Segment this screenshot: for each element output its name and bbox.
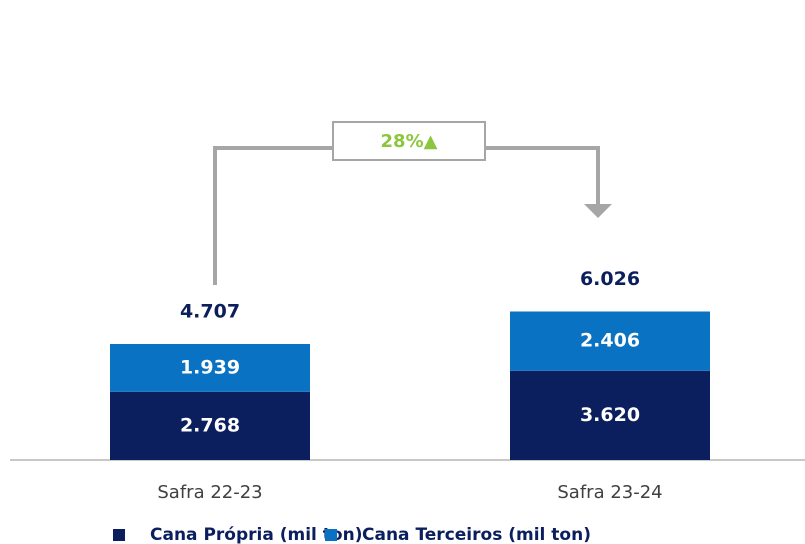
value-label: 2.406: [580, 330, 640, 352]
bar-segment: [110, 391, 310, 460]
legend-label: Cana Terceiros (mil ton): [362, 525, 591, 544]
value-label: 3.620: [580, 404, 640, 426]
connector: [485, 146, 600, 205]
x-tick-label: Safra 22-23: [157, 482, 262, 503]
arrow-head: [584, 204, 612, 218]
legend-label: Cana Própria (mil ton): [150, 525, 362, 544]
bar-segment: [110, 344, 310, 392]
total-label: 6.026: [580, 268, 640, 290]
legend-swatch: [325, 529, 337, 541]
annotation: 28%▲: [381, 131, 438, 152]
bar-segment: [510, 370, 710, 460]
legend-swatch: [113, 529, 125, 541]
annotation-box: [332, 121, 486, 161]
connector: [213, 146, 333, 285]
x-tick-label: Safra 23-24: [557, 482, 662, 503]
value-label: 1.939: [180, 356, 240, 378]
value-label: 2.768: [180, 414, 240, 436]
total-label: 4.707: [180, 301, 240, 323]
bar-segment: [510, 311, 710, 371]
